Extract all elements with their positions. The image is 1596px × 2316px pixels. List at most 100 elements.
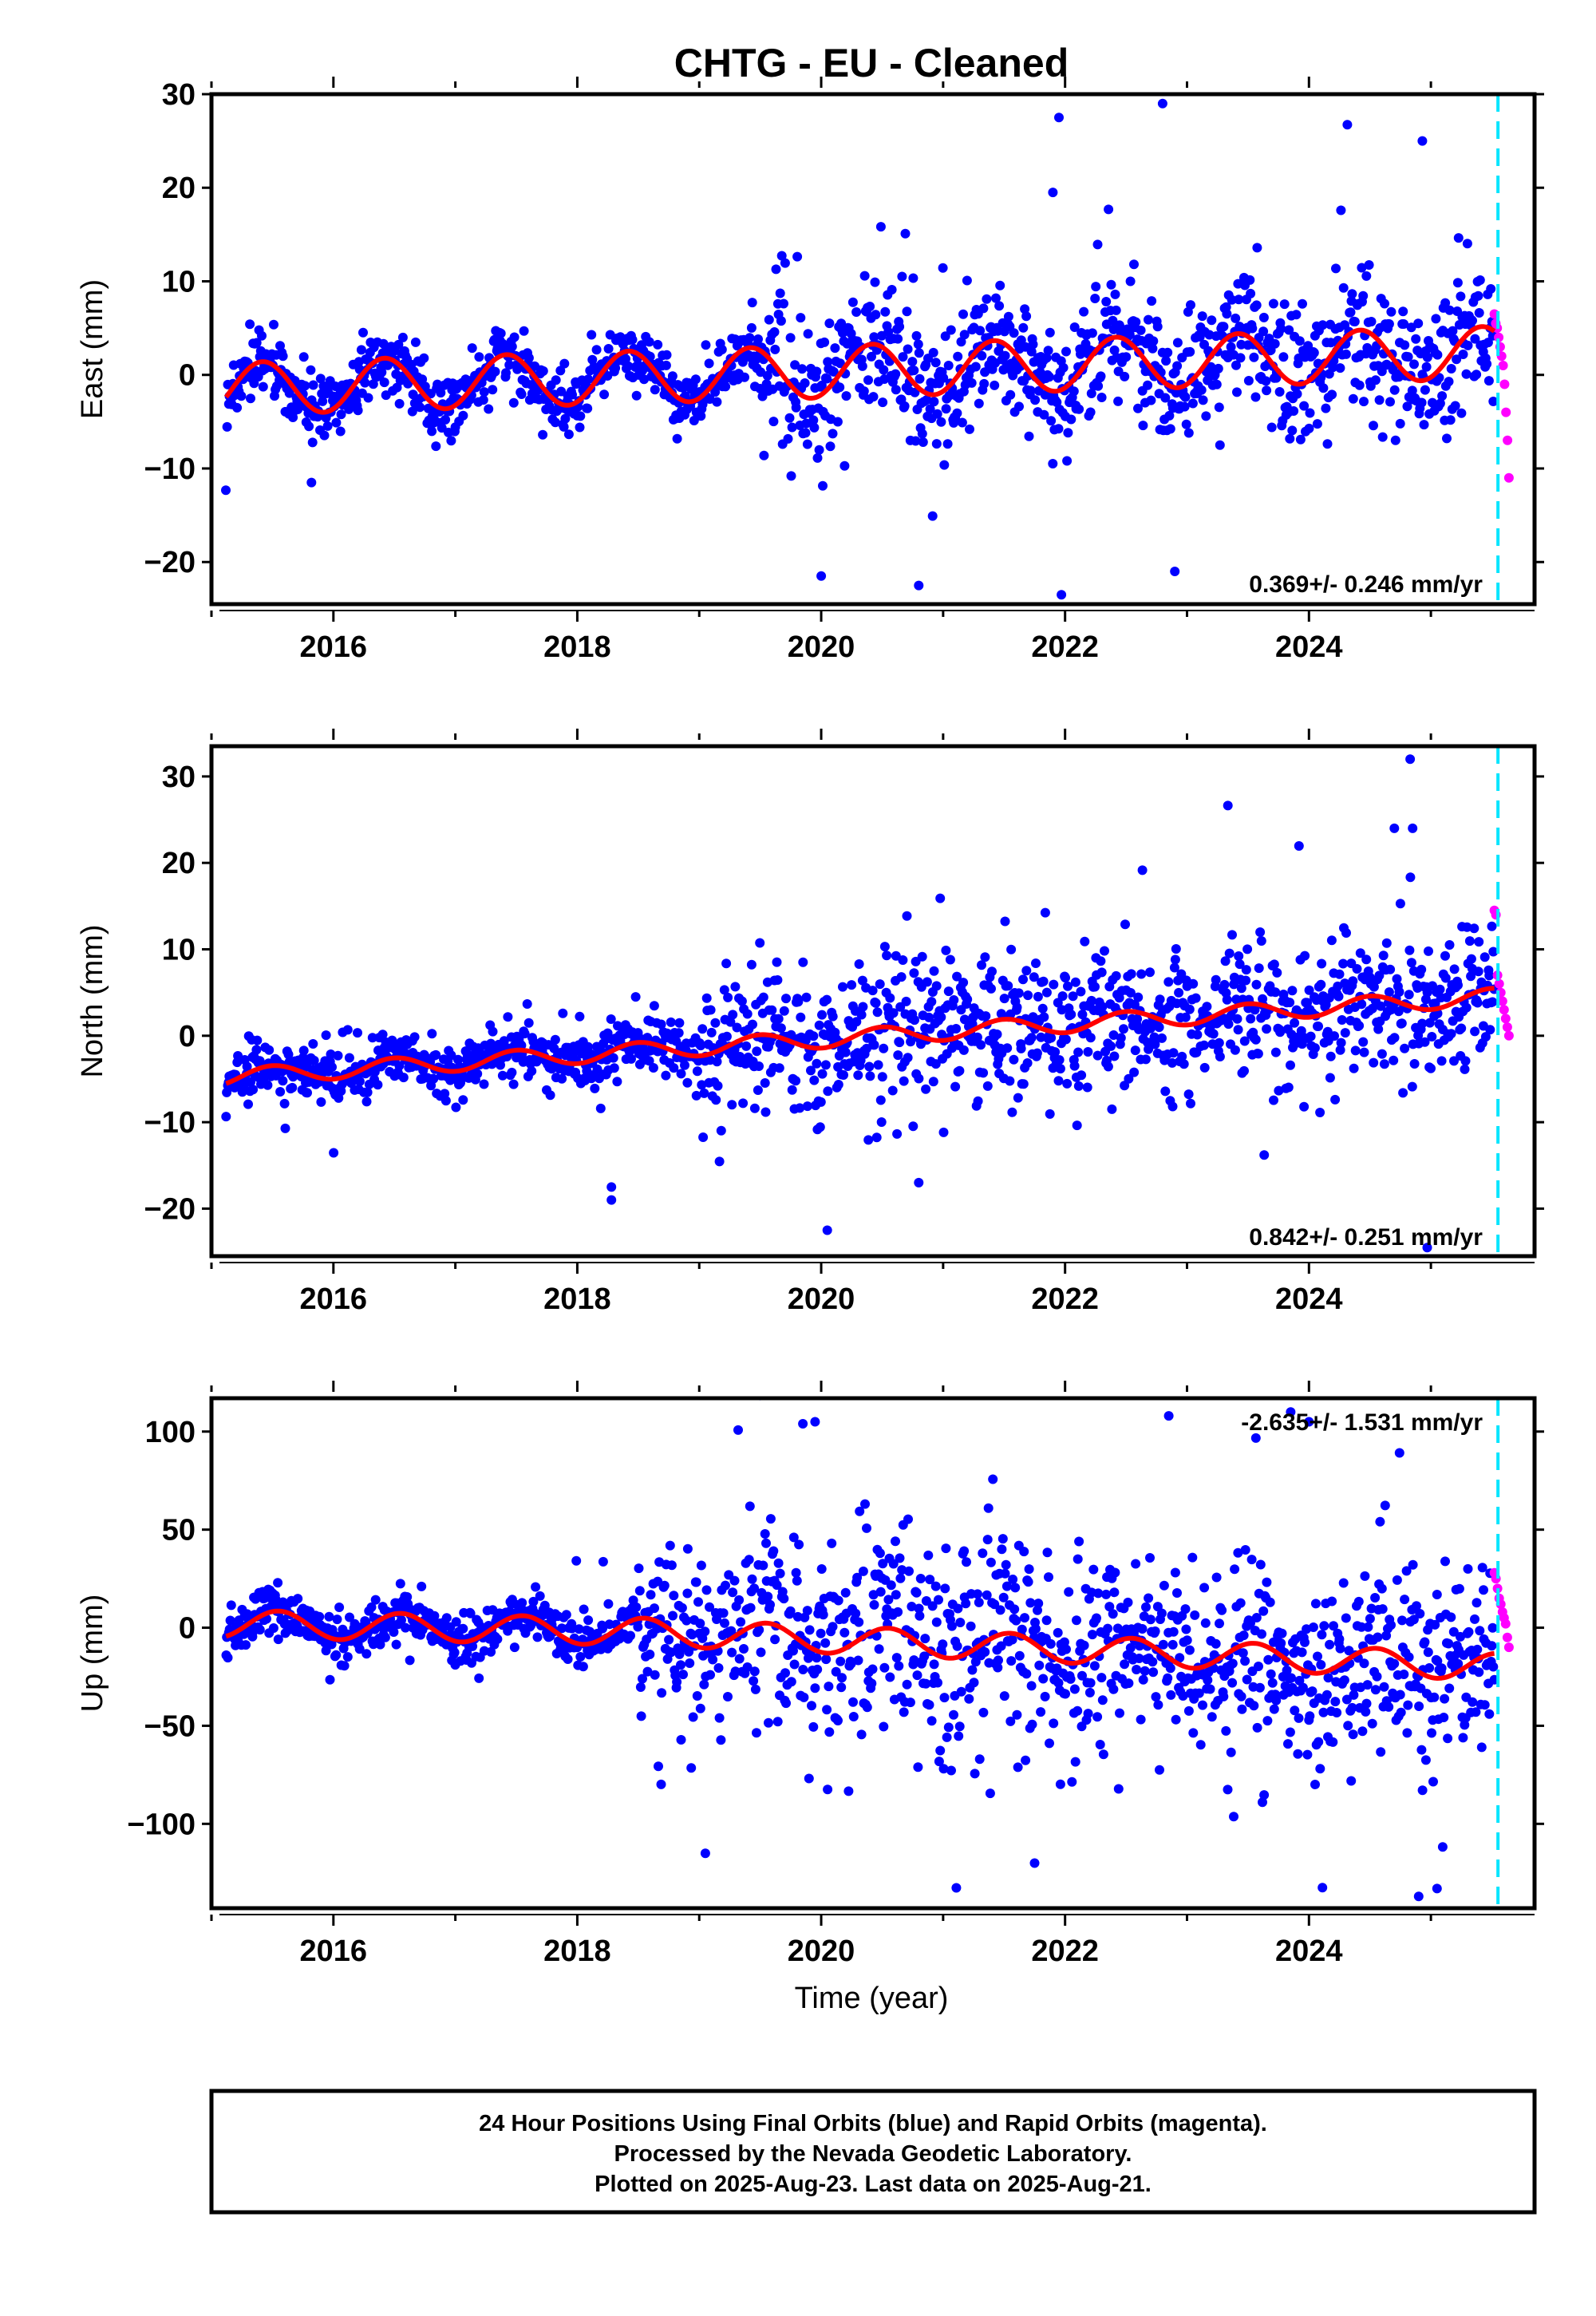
up-final-point	[1310, 1780, 1320, 1789]
up-final-point	[879, 1662, 890, 1673]
up-final-point	[893, 1607, 903, 1617]
up-final-point	[696, 1560, 706, 1571]
up-final-point	[1327, 1596, 1337, 1607]
up-final-point	[225, 1615, 235, 1626]
north-final-point	[1253, 1049, 1263, 1059]
up-final-point	[1159, 1580, 1169, 1591]
up-final-point	[966, 1621, 976, 1631]
east-final-point	[1048, 459, 1058, 468]
up-x-tick-label: 2020	[788, 1935, 855, 1968]
north-final-point	[326, 1049, 336, 1059]
up-final-point	[749, 1676, 759, 1686]
east-final-point	[931, 439, 942, 449]
north-final-point	[1259, 1150, 1270, 1160]
north-final-point	[1396, 1018, 1407, 1029]
up-final-point	[563, 1654, 573, 1664]
north-final-point	[394, 1061, 405, 1071]
east-final-point	[902, 306, 912, 317]
up-final-point	[1249, 1701, 1259, 1711]
east-final-point	[1349, 317, 1360, 326]
north-final-point	[1389, 1033, 1400, 1043]
north-final-point	[1063, 981, 1073, 991]
north-final-point	[950, 1081, 961, 1092]
east-final-point	[1362, 342, 1373, 353]
east-y-tick-label: 10	[162, 265, 196, 298]
north-final-point	[899, 1076, 909, 1086]
east-final-point	[1235, 353, 1246, 363]
east-final-point	[667, 371, 678, 381]
up-final-point	[1408, 1559, 1418, 1570]
north-final-point	[1125, 988, 1136, 998]
up-final-point	[1236, 1691, 1246, 1701]
east-final-point	[865, 302, 875, 311]
north-final-point	[1031, 958, 1041, 968]
up-final-point	[752, 1728, 761, 1738]
up-final-point	[354, 1644, 365, 1654]
north-final-point	[630, 992, 641, 1002]
north-outlier-point	[606, 1195, 617, 1205]
east-frame	[209, 92, 1537, 607]
up-final-point	[1375, 1516, 1385, 1527]
up-final-point	[1357, 1622, 1367, 1632]
up-final-point	[1367, 1718, 1377, 1729]
north-final-point	[1262, 1024, 1272, 1034]
north-final-point	[706, 1027, 717, 1037]
up-final-point	[852, 1572, 863, 1583]
east-final-point	[1395, 418, 1405, 429]
up-outlier-point	[810, 1417, 820, 1427]
north-final-point	[503, 1012, 513, 1022]
east-final-point	[519, 326, 529, 336]
east-final-point	[893, 334, 903, 344]
north-final-point	[1440, 973, 1451, 983]
up-final-point	[664, 1634, 674, 1645]
up-outlier-point	[1029, 1858, 1040, 1868]
up-final-point	[1205, 1684, 1215, 1694]
north-final-point	[1009, 1054, 1019, 1065]
north-final-point	[1369, 982, 1379, 992]
north-final-point	[791, 1076, 801, 1086]
north-final-point	[822, 994, 832, 1005]
up-final-point	[843, 1786, 854, 1796]
up-final-point	[913, 1762, 923, 1773]
up-final-point	[339, 1661, 350, 1671]
east-final-point	[1163, 347, 1173, 358]
up-final-point	[895, 1573, 906, 1583]
up-final-point	[1156, 1608, 1167, 1618]
up-final-point	[750, 1684, 760, 1694]
east-final-point	[331, 417, 342, 428]
north-final-point	[728, 1010, 738, 1020]
north-final-point	[252, 1035, 263, 1045]
north-final-point	[1389, 1055, 1399, 1065]
up-final-point	[1428, 1777, 1438, 1787]
east-final-point	[938, 373, 949, 383]
up-final-point	[492, 1634, 503, 1644]
up-final-point	[973, 1589, 982, 1599]
north-final-point	[1184, 1004, 1195, 1014]
north-final-point	[941, 945, 951, 955]
north-final-point	[242, 1061, 252, 1072]
up-final-point	[332, 1614, 342, 1625]
up-outlier-point	[1432, 1883, 1442, 1894]
east-final-point	[1435, 398, 1445, 409]
north-final-point	[802, 1101, 812, 1112]
north-x-tick-label: 2022	[1031, 1282, 1099, 1316]
up-final-point	[982, 1535, 993, 1545]
north-final-point	[1129, 999, 1140, 1010]
up-final-point	[1011, 1615, 1021, 1626]
up-rapid-point	[1500, 1618, 1511, 1629]
east-outlier-point	[914, 580, 924, 591]
east-final-point	[458, 410, 468, 421]
east-final-point	[913, 339, 923, 350]
up-final-point	[634, 1563, 644, 1574]
east-final-point	[942, 439, 953, 449]
east-final-point	[1026, 346, 1037, 357]
north-y-tick-label: −20	[144, 1192, 196, 1226]
east-final-point	[701, 340, 711, 350]
north-final-point	[1444, 940, 1455, 950]
north-final-point	[248, 1085, 259, 1095]
up-final-point	[1103, 1623, 1113, 1634]
up-final-point	[837, 1673, 847, 1683]
north-final-point	[1290, 1018, 1300, 1028]
east-final-point	[1093, 381, 1104, 391]
north-final-point	[982, 1081, 993, 1091]
